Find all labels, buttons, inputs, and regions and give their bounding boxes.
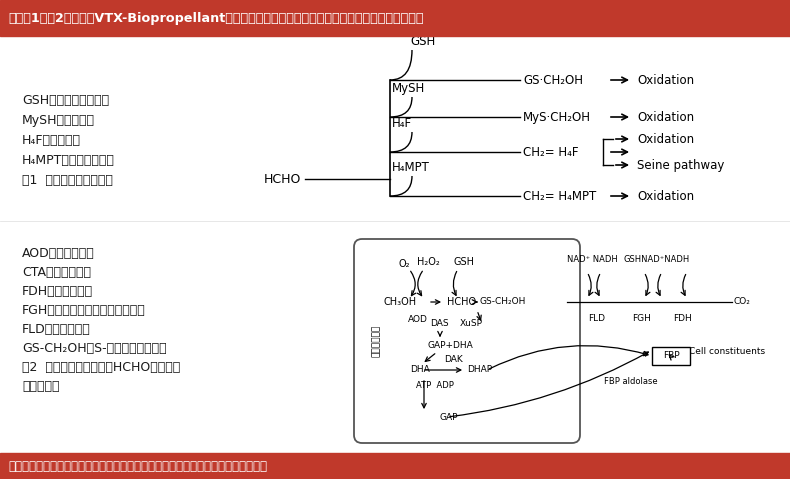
Text: DHA: DHA xyxy=(410,365,430,375)
Text: Oxidation: Oxidation xyxy=(637,190,694,203)
Text: GSH: GSH xyxy=(410,35,435,48)
FancyBboxPatch shape xyxy=(354,239,580,443)
Text: H₄MPT；四氢甲基碟呤: H₄MPT；四氢甲基碟呤 xyxy=(22,154,115,167)
Text: Oxidation: Oxidation xyxy=(637,133,694,146)
Text: GAP: GAP xyxy=(440,412,458,422)
Text: 过氧化物酶体: 过氧化物酶体 xyxy=(371,325,381,357)
Text: Oxidation: Oxidation xyxy=(637,73,694,87)
Text: 单磷酸途径: 单磷酸途径 xyxy=(22,380,59,393)
Text: H₂O₂: H₂O₂ xyxy=(417,257,440,267)
Text: O₂: O₂ xyxy=(398,259,410,269)
Text: Seine pathway: Seine pathway xyxy=(637,159,724,171)
Text: H₄F：四氢叶酸: H₄F：四氢叶酸 xyxy=(22,134,81,147)
Text: GAP+DHA: GAP+DHA xyxy=(427,342,472,351)
Text: H₄MPT: H₄MPT xyxy=(392,161,430,174)
Text: GSHNAD⁺NADH: GSHNAD⁺NADH xyxy=(624,255,690,264)
Text: CH₃OH: CH₃OH xyxy=(384,297,417,307)
Text: ATP  ADP: ATP ADP xyxy=(416,380,454,389)
Text: FDH: FDH xyxy=(672,314,691,323)
Text: 图2  甲基营养酵母菌同化HCHO的木酮糖: 图2 甲基营养酵母菌同化HCHO的木酮糖 xyxy=(22,361,180,374)
Text: H₄F: H₄F xyxy=(392,117,412,130)
Text: 下方曲线图为易卫士治理甲醛后，甲醛挥发加速与甲醛自然挥发的效用对比三者图：: 下方曲线图为易卫士治理甲醛后，甲醛挥发加速与甲醛自然挥发的效用对比三者图： xyxy=(8,459,267,472)
Text: MySH: MySH xyxy=(392,82,425,95)
Bar xyxy=(0,453,790,479)
Text: GS·CH₂OH: GS·CH₂OH xyxy=(523,73,583,87)
Text: FLD: FLD xyxy=(589,314,605,323)
Text: CH₂= H₄F: CH₂= H₄F xyxy=(523,146,578,159)
Text: NAD⁺ NADH: NAD⁺ NADH xyxy=(566,255,617,264)
Bar xyxy=(652,347,690,365)
Text: XuSP: XuSP xyxy=(460,319,483,329)
Text: HCHO: HCHO xyxy=(264,172,301,185)
Text: DAK: DAK xyxy=(444,355,463,365)
Text: GSH: GSH xyxy=(454,257,475,267)
Text: DHAP: DHAP xyxy=(467,365,492,375)
Text: FBP aldolase: FBP aldolase xyxy=(604,377,657,386)
Text: CH₂= H₄MPT: CH₂= H₄MPT xyxy=(523,190,596,203)
Bar xyxy=(0,0,790,36)
Text: CTA：过氧化氢酶: CTA：过氧化氢酶 xyxy=(22,266,91,279)
Text: Cell constituents: Cell constituents xyxy=(689,347,766,356)
Text: CO₂: CO₂ xyxy=(734,297,750,307)
Text: HCHO: HCHO xyxy=(447,297,476,307)
Text: FGH: FGH xyxy=(633,314,652,323)
Text: GSH：还原型谷胱甘肽: GSH：还原型谷胱甘肽 xyxy=(22,94,109,107)
Text: AOD: AOD xyxy=(408,315,428,324)
Text: FLD：甲醛脱氢酶: FLD：甲醛脱氢酶 xyxy=(22,323,91,336)
Text: Oxidation: Oxidation xyxy=(637,111,694,124)
Text: FDH：甲酸脱氢酶: FDH：甲酸脱氢酶 xyxy=(22,285,93,298)
Text: MyS·CH₂OH: MyS·CH₂OH xyxy=(523,111,591,124)
Text: 下方图1与图2为易卫士VTX-Biopropellant天然微生物挥发剂促使甲醛代谢加速的两个生物反应图示：: 下方图1与图2为易卫士VTX-Biopropellant天然微生物挥发剂促使甲醛… xyxy=(8,11,423,24)
Text: FBP: FBP xyxy=(663,352,679,361)
Text: MySH：真菌硫醇: MySH：真菌硫醇 xyxy=(22,114,95,127)
Text: GS-CH₂OH: GS-CH₂OH xyxy=(480,297,526,307)
Text: DAS: DAS xyxy=(430,319,449,329)
Text: FGH：硫代甲酰基谷胱甘肽水解酶: FGH：硫代甲酰基谷胱甘肽水解酶 xyxy=(22,304,145,317)
Text: AOD：甲醇氧化酶: AOD：甲醇氧化酶 xyxy=(22,247,95,260)
Text: GS-CH₂OH：S-羟甲基谷胱甘肽。: GS-CH₂OH：S-羟甲基谷胱甘肽。 xyxy=(22,342,167,355)
Text: 图1  微生物甲醛氧化途径: 图1 微生物甲醛氧化途径 xyxy=(22,174,113,187)
